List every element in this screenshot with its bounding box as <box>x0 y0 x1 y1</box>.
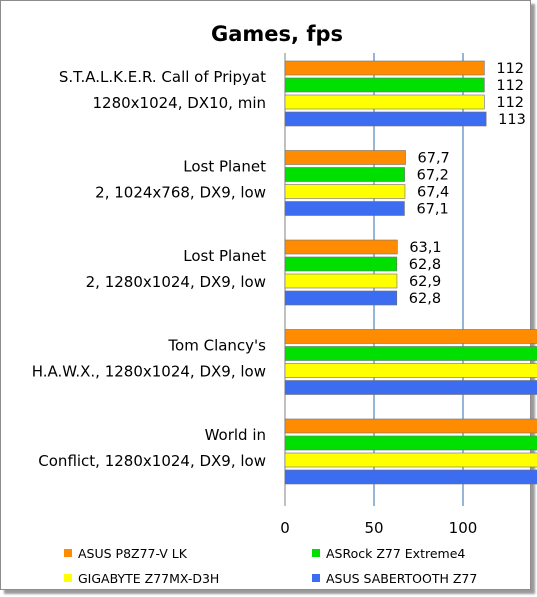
bar <box>284 346 537 361</box>
bar <box>284 256 398 272</box>
category-label: Tom Clancy's <box>167 337 266 355</box>
legend-swatch <box>312 574 320 582</box>
bar <box>284 452 537 468</box>
legend-swatch <box>64 574 72 582</box>
legend-entry: ASUS P8Z77-V LK <box>78 546 188 561</box>
category-label: Conflict, 1280x1024, DX9, low <box>38 452 266 470</box>
bar <box>284 363 537 378</box>
data-label: 112 <box>496 61 524 77</box>
data-label: 112 <box>496 95 524 111</box>
bar <box>284 167 405 182</box>
data-label: 67,1 <box>416 202 448 218</box>
category-label: 1280x1024, DX10, min <box>93 94 267 112</box>
data-label: 62,8 <box>409 257 441 273</box>
legend-entry: ASUS SABERTOOTH Z77 <box>326 571 477 586</box>
data-label: 67,2 <box>417 168 449 184</box>
legend: ASUS P8Z77-V LK ASRock Z77 Extreme4 GIGABY… <box>64 546 477 586</box>
data-label: 112 <box>496 78 524 94</box>
bar <box>284 418 537 434</box>
x-tick-label: 100 <box>449 519 478 537</box>
chart-title: Games, fps <box>211 22 343 46</box>
legend-entry: GIGABYTE Z77MX-D3H <box>78 571 219 586</box>
category-label: 2, 1024x768, DX9, low <box>95 184 266 202</box>
category-label: World in <box>205 426 266 444</box>
bar <box>284 111 487 127</box>
bar <box>284 184 406 199</box>
bar <box>284 273 398 289</box>
plot-area: 050100150200250112112112113S.T.A.L.K.E.R… <box>32 53 537 537</box>
bar <box>284 290 398 306</box>
category-label: S.T.A.L.K.E.R. Call of Pripyat <box>59 68 266 86</box>
data-label: 113 <box>498 112 526 128</box>
category-label: Lost Planet <box>183 158 266 176</box>
data-label: 62,8 <box>409 291 441 307</box>
bar <box>284 329 537 344</box>
data-label: 62,9 <box>409 274 441 290</box>
x-tick-label: 0 <box>280 519 290 537</box>
bar <box>284 94 485 110</box>
bar <box>284 239 398 255</box>
data-label: 67,4 <box>417 185 449 201</box>
category-label: Lost Planet <box>183 247 266 265</box>
bar <box>284 77 485 93</box>
x-tick-label: 50 <box>364 519 383 537</box>
category-label: H.A.W.X., 1280x1024, DX9, low <box>32 363 266 381</box>
legend-swatch <box>312 549 320 557</box>
bar <box>284 150 406 165</box>
bar <box>284 435 537 451</box>
data-label: 67,7 <box>418 151 450 167</box>
category-label: 2, 1280x1024, DX9, low <box>86 273 266 291</box>
bar <box>284 380 537 395</box>
legend-entry: ASRock Z77 Extreme4 <box>326 546 465 561</box>
bar <box>284 201 405 216</box>
legend-swatch <box>64 549 72 557</box>
data-label: 63,1 <box>409 240 441 256</box>
bar <box>284 469 537 485</box>
bar <box>284 60 485 76</box>
